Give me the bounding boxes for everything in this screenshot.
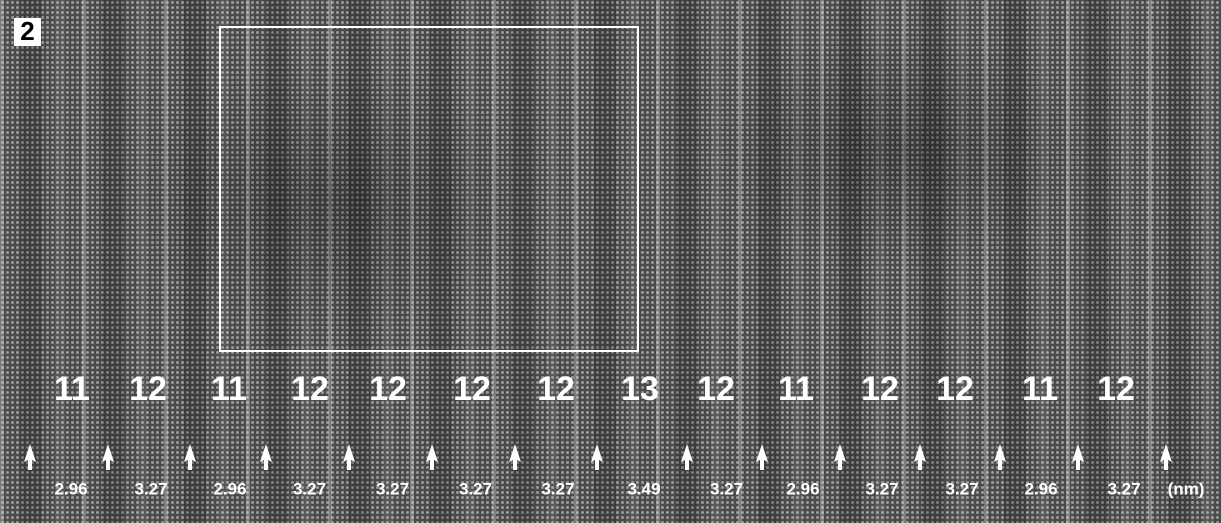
- spacing: 3.27: [376, 479, 409, 498]
- panel-label: 2: [20, 16, 34, 46]
- layer-count: 12: [369, 370, 407, 408]
- unit: (nm): [1168, 479, 1205, 498]
- layer-count: 11: [1022, 370, 1058, 408]
- layer-count: 12: [129, 370, 167, 408]
- spacing: 3.49: [627, 479, 660, 498]
- shade: [720, 30, 1080, 270]
- layer-count: 12: [697, 370, 735, 408]
- micrograph: 2 (nm) 11 12 11 12 12 12 12 13 12 11 12 12 11 12 2.96 3…: [0, 0, 1221, 523]
- layer-count: 12: [291, 370, 329, 408]
- spacing: 2.96: [786, 479, 819, 498]
- spacing: 3.27: [293, 479, 326, 498]
- layer-count: 11: [54, 370, 90, 408]
- spacing: 3.27: [459, 479, 492, 498]
- spacing: 3.27: [865, 479, 898, 498]
- layer-count: 12: [936, 370, 974, 408]
- spacing: 2.96: [213, 479, 246, 498]
- layer-count: 12: [537, 370, 575, 408]
- layer-count: 12: [861, 370, 899, 408]
- spacing: 3.27: [134, 479, 167, 498]
- spacing: 3.27: [945, 479, 978, 498]
- layer-count: 11: [778, 370, 814, 408]
- shade: [130, 60, 530, 340]
- spacing: 2.96: [1024, 479, 1057, 498]
- spacing: 3.27: [541, 479, 574, 498]
- spacing: 2.96: [54, 479, 87, 498]
- layer-count: 11: [211, 370, 247, 408]
- spacing: 3.27: [710, 479, 743, 498]
- spacing: 3.27: [1107, 479, 1140, 498]
- layer-count: 12: [1097, 370, 1135, 408]
- layer-count: 12: [453, 370, 491, 408]
- layer-count: 13: [621, 370, 659, 408]
